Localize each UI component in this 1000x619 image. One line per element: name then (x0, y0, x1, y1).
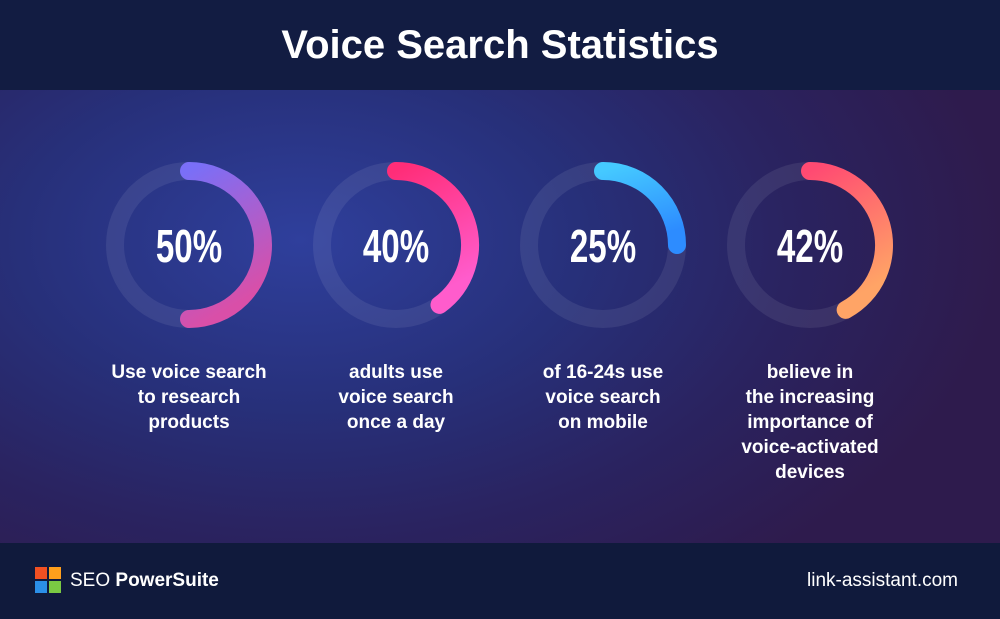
chart-title: Voice Search Statistics (281, 23, 719, 67)
header-band: Voice Search Statistics (0, 0, 1000, 90)
description: of 16-24s use voice search on mobile (542, 362, 664, 433)
percent-label: 50% (156, 222, 222, 272)
ring-arc (594, 162, 686, 254)
description: Use voice search to research products (111, 362, 267, 433)
ring-arc (801, 162, 893, 319)
logo (35, 567, 61, 593)
site-url: link-assistant.com (807, 570, 958, 591)
percent-label: 25% (570, 222, 636, 272)
description: adults use voice search once a day (338, 362, 454, 433)
description: believe in the increasing importance of … (741, 362, 879, 483)
brand: SEO PowerSuite (70, 570, 219, 592)
brand-light: SEO (70, 570, 111, 591)
footer: SEO PowerSuite link-assistant.com (0, 543, 1000, 619)
ring-arc (180, 162, 272, 328)
ring-arc (387, 162, 479, 314)
percent-label: 42% (777, 222, 843, 272)
percent-label: 40% (363, 222, 429, 272)
brand-bold: PowerSuite (115, 570, 219, 591)
